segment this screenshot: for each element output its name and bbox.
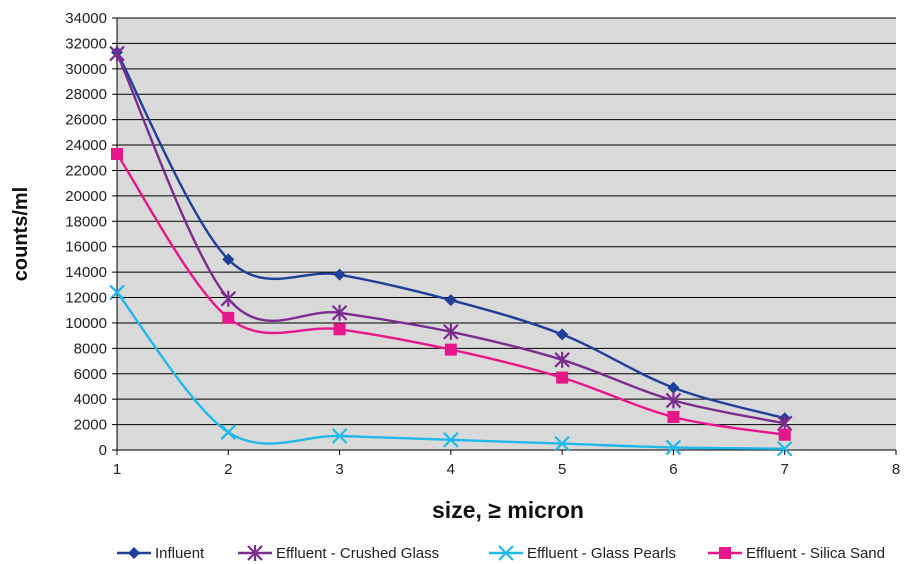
- series-line-effluent-crushed-glass: [115, 53, 785, 425]
- x-tick-label: 5: [558, 461, 566, 478]
- data-point-effluent-crushed-glass: [220, 290, 237, 307]
- data-point-effluent-crushed-glass: [109, 45, 125, 62]
- y-tick-label: 18000: [65, 213, 107, 230]
- y-tick-label: 32000: [65, 35, 107, 52]
- legend: Influent Effluent - Crushed Glass Effluent…: [117, 545, 885, 562]
- data-point-effluent-silica-sand: [444, 343, 457, 356]
- data-point-effluent-crushed-glass: [776, 415, 793, 432]
- y-tick-label: 8000: [74, 340, 107, 357]
- data-point-influent: [444, 294, 457, 307]
- data-point-effluent-silica-sand: [222, 311, 235, 324]
- plot-area: [117, 18, 896, 450]
- legend-label: Effluent - Silica Sand: [746, 545, 885, 562]
- legend-label: Effluent - Glass Pearls: [527, 545, 676, 562]
- data-point-effluent-glass-pearls: [443, 432, 459, 448]
- legend-label: Influent: [155, 545, 205, 562]
- y-tick-label: 6000: [74, 366, 107, 383]
- y-tick-label: 30000: [65, 61, 107, 78]
- data-point-effluent-glass-pearls: [776, 440, 793, 457]
- y-tick-label: 12000: [65, 290, 107, 307]
- y-tick-label: 20000: [65, 188, 107, 205]
- data-point-effluent-crushed-glass: [331, 304, 348, 321]
- data-point-effluent-silica-sand: [667, 410, 680, 423]
- y-tick-label: 26000: [65, 112, 107, 129]
- data-point-effluent-glass-pearls: [220, 424, 237, 440]
- y-axis-title: counts/ml: [10, 187, 32, 281]
- y-tick-label: 14000: [65, 264, 107, 281]
- y-tick-label: 16000: [65, 239, 107, 256]
- x-tick-label: 3: [335, 461, 343, 478]
- y-tick-label: 24000: [65, 137, 107, 154]
- data-point-effluent-glass-pearls: [665, 439, 682, 456]
- legend-item-effluent-glass-pearls: Effluent - Glass Pearls: [489, 545, 676, 562]
- x-tick-label: 6: [669, 461, 677, 478]
- x-axis-title: size, ≥ micron: [432, 497, 584, 523]
- data-point-effluent-silica-sand: [778, 428, 791, 441]
- legend-item-effluent-silica-sand: Effluent - Silica Sand: [708, 545, 885, 562]
- y-tick-label: 0: [99, 442, 107, 459]
- series-effluent-silica-sand: [111, 147, 791, 441]
- data-point-effluent-silica-sand: [333, 323, 346, 336]
- y-tick-label: 2000: [74, 417, 107, 434]
- legend-label: Effluent - Crushed Glass: [276, 545, 439, 562]
- x-tick-label: 7: [781, 461, 789, 478]
- data-point-influent: [333, 268, 346, 281]
- legend-marker-effluent-crushed-glass: [247, 545, 263, 561]
- x-tick-label: 4: [447, 461, 455, 478]
- x-tick-label: 2: [224, 461, 232, 478]
- y-tick-label: 4000: [74, 391, 107, 408]
- data-point-effluent-crushed-glass: [554, 351, 570, 368]
- x-tick-label: 8: [892, 461, 900, 478]
- data-point-influent: [667, 381, 680, 394]
- data-point-effluent-silica-sand: [556, 371, 569, 384]
- legend-item-influent: Influent: [117, 545, 205, 562]
- data-point-effluent-glass-pearls: [554, 435, 570, 452]
- data-point-influent: [222, 253, 235, 266]
- y-tick-label: 10000: [65, 315, 107, 332]
- series-effluent-glass-pearls: [109, 284, 793, 457]
- series-effluent-crushed-glass: [109, 45, 793, 432]
- data-point-effluent-crushed-glass: [443, 323, 459, 340]
- data-point-effluent-crushed-glass: [665, 392, 682, 409]
- x-tick-label: 1: [113, 461, 121, 478]
- legend-marker-influent: [128, 547, 140, 559]
- y-tick-label: 22000: [65, 162, 107, 179]
- legend-marker-effluent-glass-pearls: [498, 545, 514, 561]
- y-tick-label: 34000: [65, 10, 107, 27]
- legend-marker-effluent-silica-sand: [719, 547, 731, 559]
- data-point-effluent-silica-sand: [111, 147, 123, 160]
- data-point-influent: [556, 328, 569, 341]
- y-tick-label: 28000: [65, 86, 107, 103]
- data-point-effluent-glass-pearls: [331, 428, 348, 444]
- legend-item-effluent-crushed-glass: Effluent - Crushed Glass: [238, 545, 439, 562]
